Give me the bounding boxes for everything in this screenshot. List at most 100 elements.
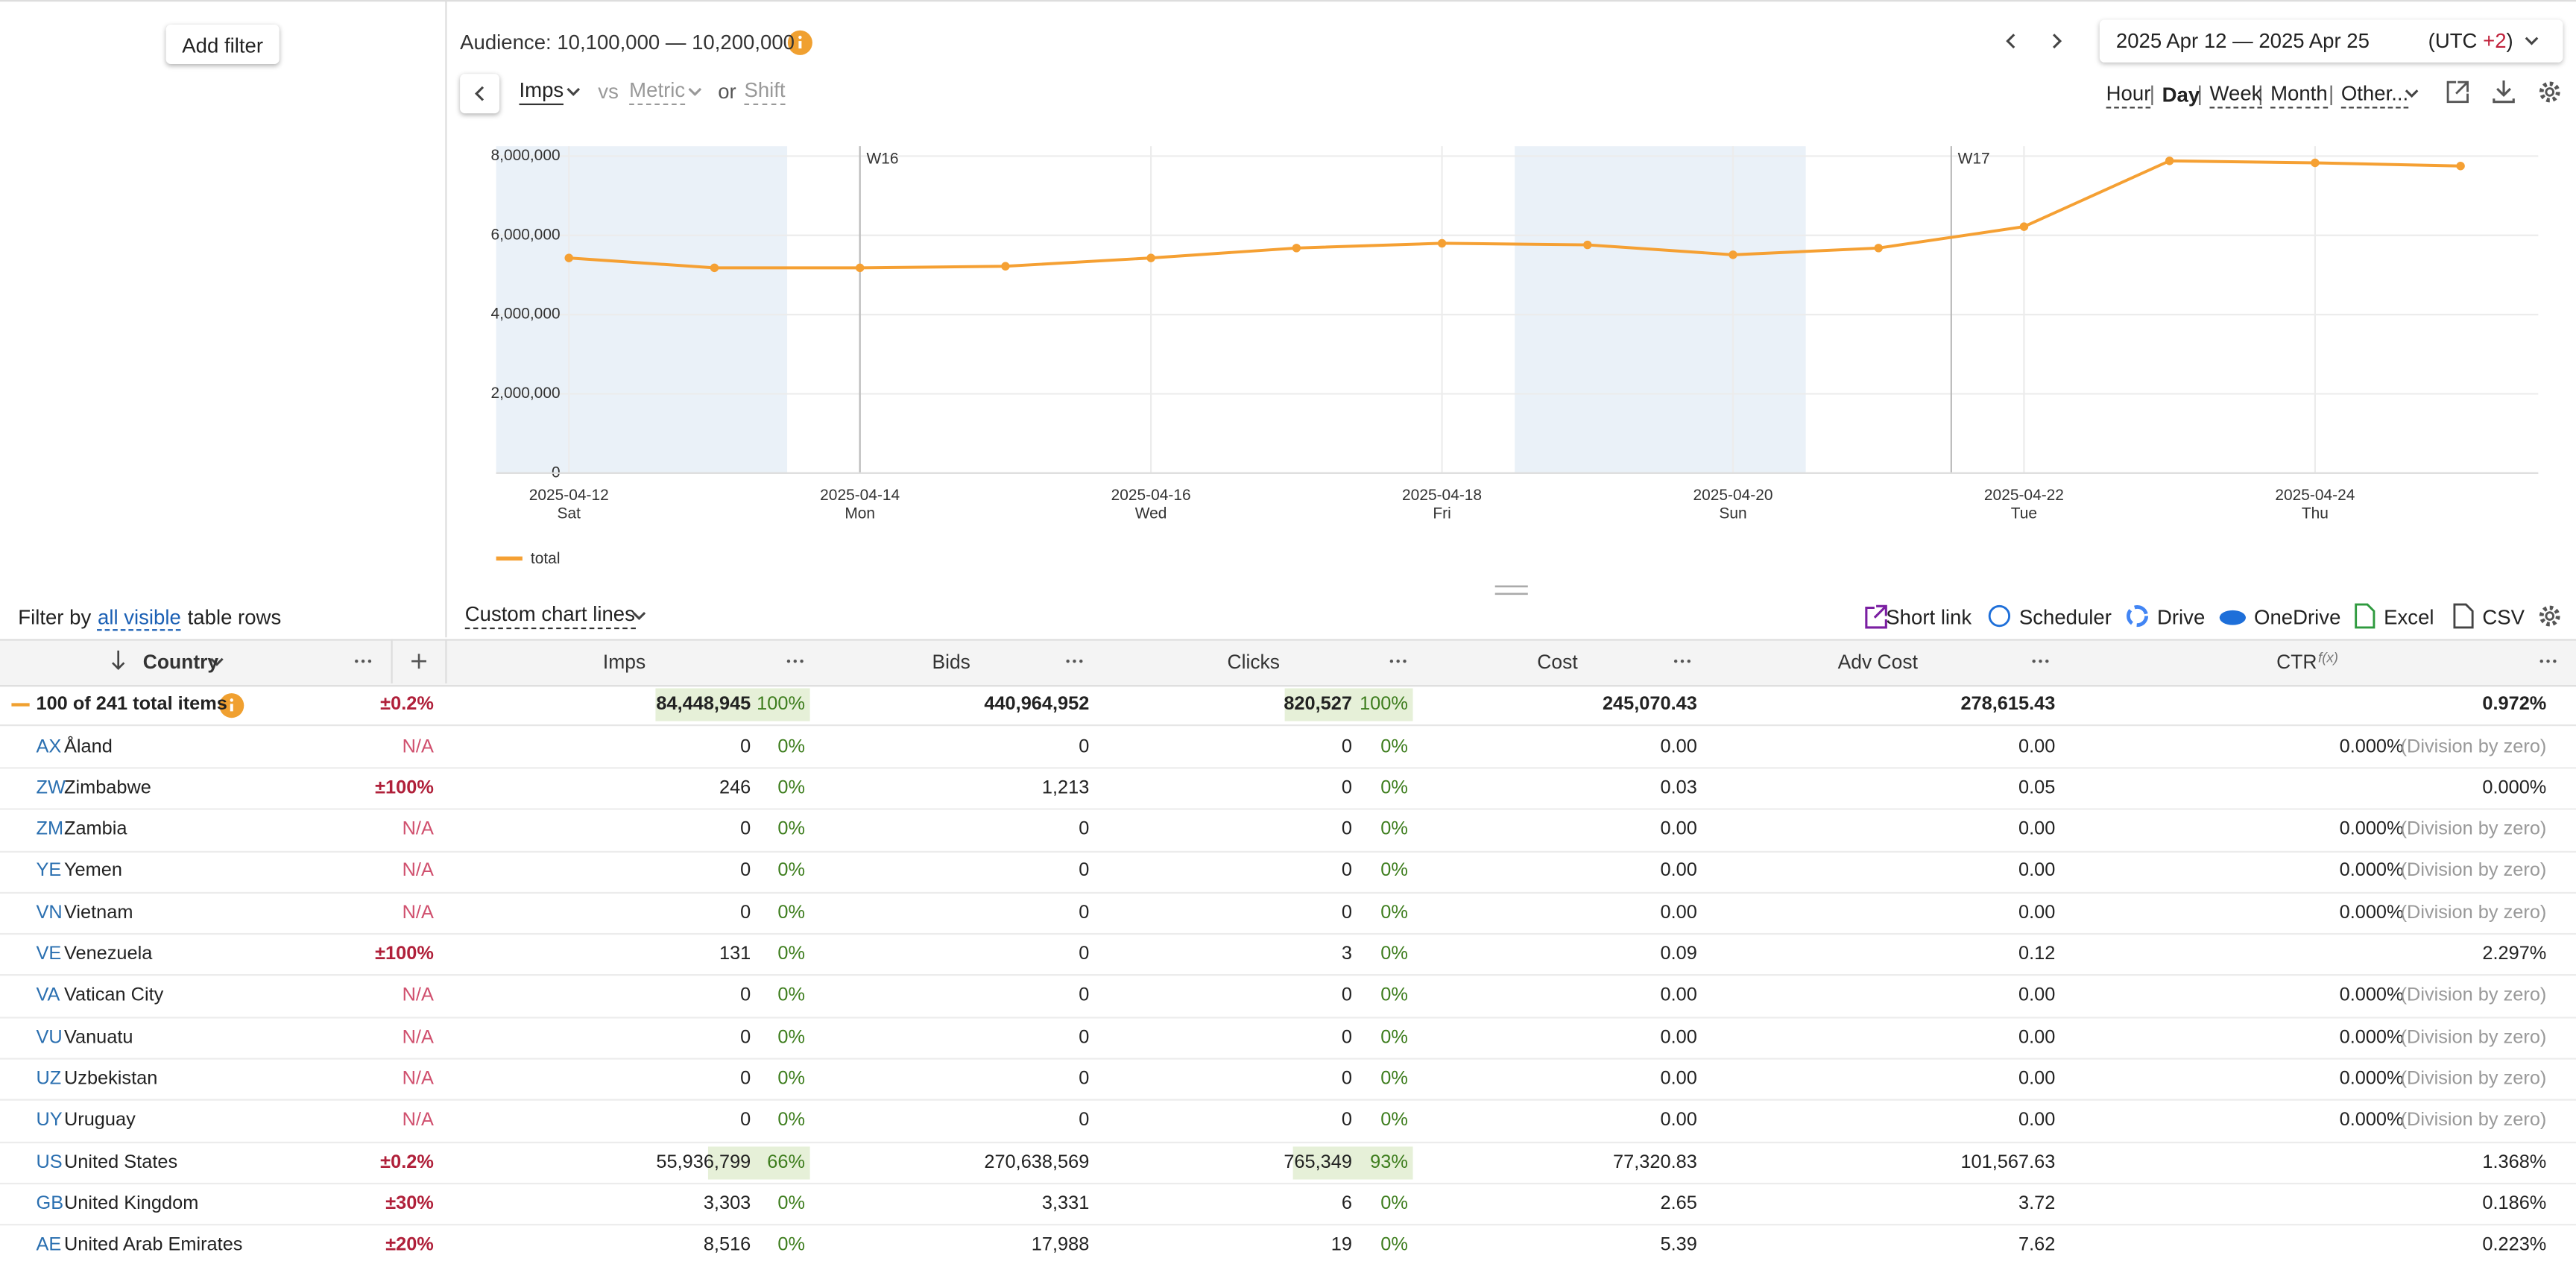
country-code[interactable]: VN <box>36 903 63 923</box>
country-code[interactable]: YE <box>36 861 62 882</box>
export-option[interactable]: CSV <box>2482 605 2525 629</box>
country-name[interactable]: Vietnam <box>63 903 133 923</box>
column-header[interactable]: CTR <box>2276 649 2317 673</box>
country-name[interactable]: Zambia <box>63 820 127 840</box>
country-code[interactable]: VA <box>36 986 60 1006</box>
ctr: 0.000% <box>2339 736 2404 756</box>
date-range-box[interactable] <box>2099 19 2563 63</box>
country-code[interactable]: ZW <box>36 778 66 798</box>
menu-dot[interactable] <box>1396 659 1400 663</box>
menu-dot[interactable] <box>1066 659 1070 663</box>
country-code[interactable]: VU <box>36 1027 63 1048</box>
compare-metric-select[interactable]: Metric <box>629 79 686 106</box>
country-code[interactable]: UZ <box>36 1069 62 1090</box>
export-option[interactable]: Scheduler <box>2018 605 2112 629</box>
export-option[interactable]: Drive <box>2156 605 2206 629</box>
shift-select[interactable]: Shift <box>744 79 786 106</box>
export-option[interactable]: Short link <box>1886 605 1972 629</box>
menu-dot[interactable] <box>2045 659 2049 663</box>
menu-dot[interactable] <box>1073 659 1076 663</box>
gear-icon[interactable] <box>2539 81 2560 103</box>
menu-dot[interactable] <box>2032 659 2036 663</box>
imps: 0 <box>740 820 751 840</box>
export-option[interactable]: OneDrive <box>2254 605 2341 629</box>
country-name[interactable]: Yemen <box>63 861 122 882</box>
column-header[interactable]: Cost <box>1537 649 1578 673</box>
custom-chart-lines[interactable]: Custom chart lines <box>464 603 635 630</box>
country-name[interactable]: Venezuela <box>63 944 153 964</box>
column-header[interactable]: Clicks <box>1227 649 1280 673</box>
menu-dot[interactable] <box>1687 659 1691 663</box>
prev-period[interactable] <box>2006 34 2015 49</box>
country-name[interactable]: Vanuatu <box>63 1027 133 1048</box>
resize-handle[interactable] <box>1494 585 1528 595</box>
imps-share: 0% <box>777 778 806 798</box>
country-code[interactable]: UY <box>36 1110 63 1131</box>
other-dropdown[interactable] <box>2405 89 2419 98</box>
download-icon[interactable] <box>2493 80 2515 104</box>
country-name[interactable]: Uruguay <box>63 1110 136 1131</box>
menu-dot[interactable] <box>793 659 797 663</box>
country-name[interactable]: United Kingdom <box>63 1193 199 1214</box>
country-code[interactable]: AE <box>36 1235 62 1256</box>
granularity-option[interactable]: Hour <box>2106 82 2151 109</box>
menu-dot[interactable] <box>1403 659 1407 663</box>
bids: 0 <box>1079 861 1090 882</box>
menu-dot[interactable] <box>367 659 372 663</box>
country-code[interactable]: VE <box>36 944 62 964</box>
next-period[interactable] <box>2053 34 2062 49</box>
gear-icon[interactable] <box>2539 605 2560 627</box>
menu-dot[interactable] <box>355 659 359 663</box>
country-name[interactable]: United States <box>63 1152 178 1172</box>
ctr: 0.972% <box>2482 695 2547 715</box>
legend-label[interactable]: total <box>531 550 561 567</box>
country-code[interactable]: GB <box>36 1193 64 1214</box>
menu-dot[interactable] <box>1389 659 1394 663</box>
column-header[interactable]: Bids <box>932 649 970 673</box>
clicks: 765,349 <box>1284 1152 1352 1172</box>
menu-dot[interactable] <box>1680 659 1685 663</box>
metric-dropdown[interactable] <box>566 87 581 96</box>
menu-dot[interactable] <box>361 659 365 663</box>
filter-scope[interactable]: all visible <box>98 605 181 631</box>
add-filter-button[interactable] <box>165 25 280 64</box>
menu-dot[interactable] <box>2039 659 2042 663</box>
country-name[interactable]: Uzbekistan <box>63 1069 158 1090</box>
menu-dot[interactable] <box>1673 659 1678 663</box>
clicks-share: 0% <box>1380 861 1408 882</box>
granularity-option[interactable]: Other... <box>2340 82 2409 109</box>
country-code[interactable]: ZM <box>36 820 64 840</box>
menu-dot[interactable] <box>800 659 804 663</box>
metric-select[interactable]: Imps <box>519 79 564 106</box>
date-range-dropdown[interactable] <box>2525 37 2539 45</box>
back-button[interactable] <box>460 74 500 114</box>
export-option[interactable]: Excel <box>2384 605 2434 629</box>
granularity-option[interactable]: Day <box>2162 83 2200 107</box>
menu-dot[interactable] <box>786 659 791 663</box>
column-header[interactable]: Imps <box>602 649 646 673</box>
granularity-option[interactable]: Month <box>2270 82 2328 109</box>
compare-dropdown[interactable] <box>688 87 702 96</box>
column-header[interactable]: Adv Cost <box>1837 649 1918 673</box>
menu-dot[interactable] <box>1079 659 1083 663</box>
column-dropdown[interactable] <box>210 657 224 666</box>
menu-dot[interactable] <box>2539 659 2543 663</box>
country-code[interactable]: AX <box>36 736 62 756</box>
add-filter-label[interactable]: Add filter <box>182 34 264 57</box>
add-column-icon[interactable] <box>411 654 426 669</box>
country-name[interactable]: Åland <box>63 736 113 756</box>
open-external-icon[interactable] <box>2446 80 2469 104</box>
back-chevron[interactable] <box>475 86 484 101</box>
granularity-option[interactable]: Week <box>2209 82 2262 109</box>
data-point <box>2456 162 2465 171</box>
country-name[interactable]: Zimbabwe <box>63 778 151 798</box>
menu-dot[interactable] <box>2553 659 2557 663</box>
country-name[interactable]: United Arab Emirates <box>63 1235 243 1256</box>
country-code[interactable]: US <box>36 1152 63 1172</box>
menu-dot[interactable] <box>2546 659 2550 663</box>
column-header[interactable]: Country <box>142 649 219 673</box>
country-name[interactable]: Vatican City <box>63 986 164 1006</box>
sort-icon[interactable] <box>112 650 125 670</box>
row-divider <box>0 850 2576 852</box>
custom-lines-dropdown[interactable] <box>632 612 646 621</box>
